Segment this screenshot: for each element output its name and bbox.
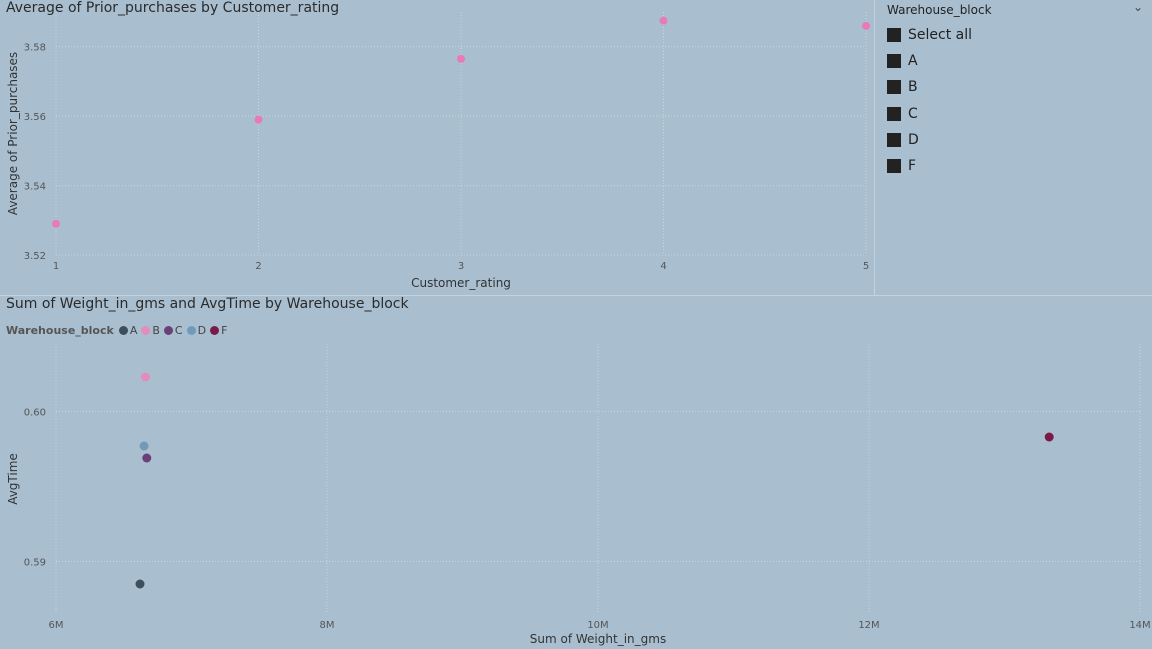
y-tick-label: 3.52 bbox=[24, 251, 46, 262]
legend-dot-icon bbox=[163, 326, 173, 335]
x-axis-label: Sum of Weight_in_gms bbox=[530, 632, 666, 646]
chart2-plot: 6M 8M 10M 12M 14M 0.59 0.60 Sum of Weight_in_gm… bbox=[6, 344, 1151, 646]
chart1-title: Average of Prior_purchases by Customer_r… bbox=[6, 0, 340, 16]
slicer-item-label: B bbox=[908, 79, 918, 96]
x-tick-label: 12M bbox=[858, 620, 879, 631]
slicer-item-d[interactable]: D bbox=[887, 127, 972, 153]
y-tick-label: 3.56 bbox=[24, 112, 46, 123]
chart2-legend: Warehouse_block A B C D F bbox=[6, 324, 231, 337]
chart1-plot: 1 2 3 4 5 3.52 3.54 3.56 3.58 Customer_rating Aver… bbox=[6, 12, 870, 290]
y-tick-label: 0.60 bbox=[24, 408, 46, 419]
x-tick-label: 10M bbox=[587, 620, 608, 631]
legend-dot-icon bbox=[118, 326, 128, 335]
data-point-b[interactable] bbox=[140, 372, 150, 382]
y-axis-label: AvgTime bbox=[6, 453, 20, 505]
legend-label: D bbox=[197, 324, 207, 337]
legend-title: Warehouse_block bbox=[6, 324, 114, 337]
data-point-a[interactable] bbox=[135, 579, 145, 589]
data-point-d[interactable] bbox=[139, 441, 149, 451]
slicer-item-f[interactable]: F bbox=[887, 153, 972, 179]
slicer-item-label: D bbox=[908, 131, 919, 148]
legend-dot-icon bbox=[210, 326, 220, 335]
weight-avgtime-chart-panel: Sum of Weight_in_gms and AvgTime by Ware… bbox=[0, 295, 1152, 649]
checkbox-icon[interactable] bbox=[887, 159, 901, 174]
y-tick-label: 3.54 bbox=[24, 182, 46, 193]
slicer-item-a[interactable]: A bbox=[887, 48, 972, 74]
y-tick-label: 0.59 bbox=[24, 558, 46, 569]
slicer-item-label: F bbox=[908, 158, 917, 175]
data-point[interactable] bbox=[254, 115, 263, 124]
data-point[interactable] bbox=[862, 21, 870, 30]
legend-label: A bbox=[129, 324, 138, 337]
legend-label: B bbox=[152, 324, 160, 337]
data-point-c[interactable] bbox=[142, 453, 152, 463]
x-tick-label: 3 bbox=[458, 261, 464, 272]
legend-dot-icon bbox=[186, 326, 196, 335]
y-axis-label: Average of Prior_purchases bbox=[6, 52, 20, 215]
x-tick-label: 5 bbox=[863, 261, 869, 272]
data-point[interactable] bbox=[457, 54, 465, 63]
legend-dot-icon bbox=[141, 326, 151, 335]
data-point[interactable] bbox=[52, 219, 60, 228]
legend-label: C bbox=[174, 324, 183, 337]
slicer-item-c[interactable]: C bbox=[887, 101, 972, 127]
legend-label: F bbox=[221, 324, 228, 337]
checkbox-icon[interactable] bbox=[887, 132, 901, 147]
legend-item-c[interactable]: C bbox=[163, 324, 183, 337]
checkbox-icon[interactable] bbox=[887, 54, 901, 69]
warehouse-block-slicer: Warehouse_block ⌄ Select all A B C D F bbox=[874, 0, 1152, 295]
x-tick-label: 6M bbox=[49, 620, 64, 631]
y-tick-label: 3.58 bbox=[24, 43, 46, 54]
x-tick-label: 2 bbox=[255, 261, 261, 272]
x-tick-label: 1 bbox=[53, 261, 59, 272]
slicer-item-select-all[interactable]: Select all bbox=[887, 22, 972, 48]
chevron-down-icon[interactable]: ⌄ bbox=[1132, 0, 1143, 14]
legend-item-f[interactable]: F bbox=[210, 324, 227, 337]
chart2-title: Sum of Weight_in_gms and AvgTime by Ware… bbox=[6, 296, 409, 312]
slicer-item-label: A bbox=[908, 53, 918, 70]
x-tick-label: 4 bbox=[660, 261, 666, 272]
slicer-title: Warehouse_block bbox=[887, 3, 992, 17]
prior-purchases-chart-panel: Average of Prior_purchases by Customer_r… bbox=[0, 0, 873, 295]
checkbox-icon[interactable] bbox=[887, 106, 901, 121]
x-tick-label: 8M bbox=[320, 620, 335, 631]
checkbox-icon[interactable] bbox=[887, 80, 901, 95]
slicer-item-label: Select all bbox=[908, 27, 972, 44]
data-point-f[interactable] bbox=[1044, 432, 1054, 442]
slicer-item-label: C bbox=[908, 105, 918, 122]
x-tick-label: 14M bbox=[1129, 620, 1150, 631]
x-axis-label: Customer_rating bbox=[411, 276, 511, 290]
slicer-item-b[interactable]: B bbox=[887, 74, 972, 100]
checkbox-icon[interactable] bbox=[887, 28, 901, 43]
legend-item-b[interactable]: B bbox=[141, 324, 160, 337]
legend-item-a[interactable]: A bbox=[118, 324, 138, 337]
slicer-list: Select all A B C D F bbox=[887, 22, 972, 179]
legend-item-d[interactable]: D bbox=[186, 324, 207, 337]
data-point[interactable] bbox=[659, 16, 668, 25]
